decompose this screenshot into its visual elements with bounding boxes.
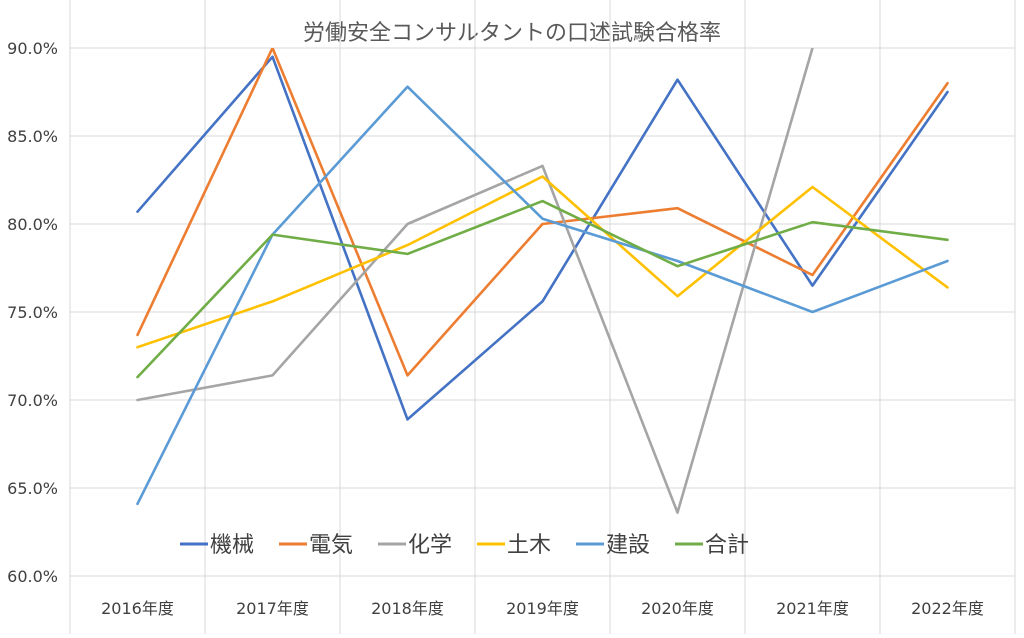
series-line-0 — [136, 55, 949, 421]
legend-label: 建設 — [606, 533, 650, 558]
series-line-3 — [136, 175, 949, 349]
y-tick-label: 75.0% — [7, 303, 58, 322]
x-tick-label: 2020年度 — [641, 599, 714, 618]
y-tick-label: 80.0% — [7, 215, 58, 234]
y-tick-label: 65.0% — [7, 479, 58, 498]
x-tick-label: 2021年度 — [776, 599, 849, 618]
legend-label: 機械 — [210, 533, 254, 558]
legend: 機械 電気 化学 土木 建設 合計 — [180, 533, 749, 558]
y-tick-label: 70.0% — [7, 391, 58, 410]
legend-label: 化学 — [408, 533, 452, 558]
y-axis-ticks: 60.0% 65.0% 70.0% 75.0% 80.0% 85.0% 90.0% — [7, 39, 58, 586]
x-tick-label: 2016年度 — [101, 599, 174, 618]
series-line-5 — [136, 199, 949, 379]
y-tick-label: 90.0% — [7, 39, 58, 58]
series-line-1 — [136, 48, 949, 377]
x-tick-label: 2022年度 — [911, 599, 984, 618]
x-tick-label: 2017年度 — [236, 599, 309, 618]
legend-label: 電気 — [309, 533, 353, 558]
x-tick-label: 2018年度 — [371, 599, 444, 618]
legend-label: 合計 — [705, 533, 749, 558]
y-tick-label: 60.0% — [7, 567, 58, 586]
series-line-2 — [136, 48, 814, 514]
y-tick-label: 85.0% — [7, 127, 58, 146]
chart-title: 労働安全コンサルタントの口述試験合格率 — [303, 21, 721, 46]
series-line-4 — [136, 85, 949, 506]
x-tick-label: 2019年度 — [506, 599, 579, 618]
x-axis-ticks: 2016年度 2017年度 2018年度 2019年度 2020年度 2021年度 2022… — [101, 599, 984, 618]
series-lines — [136, 48, 949, 514]
legend-label: 土木 — [507, 533, 551, 558]
